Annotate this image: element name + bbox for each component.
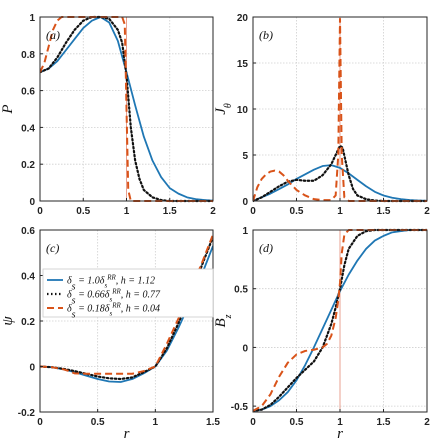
panel-label: (d) <box>259 241 273 255</box>
y-tick-label: 0.2 <box>21 317 35 328</box>
x-tick-label: 0 <box>250 417 256 428</box>
y-axis-label: P <box>0 104 16 114</box>
legend-box <box>42 268 214 318</box>
x-tick-label: 0.5 <box>290 206 304 217</box>
x-tick-label: 1 <box>124 206 130 217</box>
x-tick-label: 1.5 <box>163 206 177 217</box>
y-tick-label: 20 <box>237 13 249 24</box>
y-axis-label: Bz <box>213 314 234 327</box>
legend-entry-3: δs = 0.18δsRR, h = 0.04 <box>67 302 160 321</box>
x-tick-label: 1.5 <box>377 206 391 217</box>
x-tick-label: 0.5 <box>76 206 90 217</box>
x-tick-label: 1.5 <box>377 417 391 428</box>
y-axis-label: Jθ <box>213 103 234 115</box>
y-tick-label: -0.5 <box>231 402 249 413</box>
x-tick-label: 0 <box>37 417 43 428</box>
y-tick-label: 15 <box>237 59 249 70</box>
y-axis-label: ψ <box>0 316 16 326</box>
panel-label: (b) <box>259 28 273 42</box>
y-tick-label: 0.6 <box>21 87 35 98</box>
x-tick-label: 1 <box>337 206 343 217</box>
legend-entry-1: δs = 1.0δsRR, h = 1.12 <box>67 274 155 293</box>
y-tick-label: 0.8 <box>21 50 35 61</box>
y-tick-label: 0 <box>29 363 35 374</box>
panel-label: (a) <box>46 28 60 42</box>
x-axis-label: r <box>124 426 130 438</box>
panel-label: (c) <box>46 241 59 255</box>
x-tick-label: 1.5 <box>206 417 220 428</box>
y-tick-label: 0 <box>242 343 248 354</box>
y-tick-label: 0.4 <box>21 272 35 283</box>
y-tick-label: 0 <box>242 197 248 208</box>
x-tick-label: 0 <box>250 206 256 217</box>
series-line-3 <box>253 229 427 412</box>
y-tick-label: 10 <box>237 105 249 116</box>
y-tick-label: 0.4 <box>21 123 35 134</box>
y-tick-label: 1 <box>242 226 248 237</box>
series-line-2 <box>253 144 427 203</box>
x-tick-label: 0 <box>37 206 43 217</box>
series-line-1 <box>253 164 427 202</box>
x-tick-label: 2 <box>210 206 216 217</box>
y-tick-label: 0.6 <box>21 226 35 237</box>
y-tick-label: -0.2 <box>18 408 36 419</box>
legend-entry-2: δs = 0.66δsRR, h = 0.77 <box>67 288 161 307</box>
series-line-2 <box>253 228 427 412</box>
y-tick-label: 0.2 <box>21 160 35 171</box>
x-tick-label: 1 <box>153 417 159 428</box>
panel-d: 0 0.5 1 1.5 2-0.500.51(d)Bzr <box>213 226 430 438</box>
series-line-3 <box>253 17 427 202</box>
panel-a: 0 0.5 1 1.5 2 0 0.2 0.4 0.6 0.8 1 (a) P <box>0 13 216 217</box>
y-tick-label: 0 <box>29 197 35 208</box>
x-tick-label: 2 <box>424 206 430 217</box>
y-tick-label: 1 <box>29 13 35 24</box>
series-line-2 <box>40 15 213 203</box>
y-tick-label: 0.5 <box>234 285 248 296</box>
x-tick-label: 1 <box>337 417 343 428</box>
y-tick-label: 5 <box>242 151 248 162</box>
x-tick-label: 2 <box>424 417 430 428</box>
x-axis-label: r <box>337 426 343 438</box>
x-tick-label: 0.5 <box>91 417 105 428</box>
x-tick-label: 0.5 <box>290 417 304 428</box>
